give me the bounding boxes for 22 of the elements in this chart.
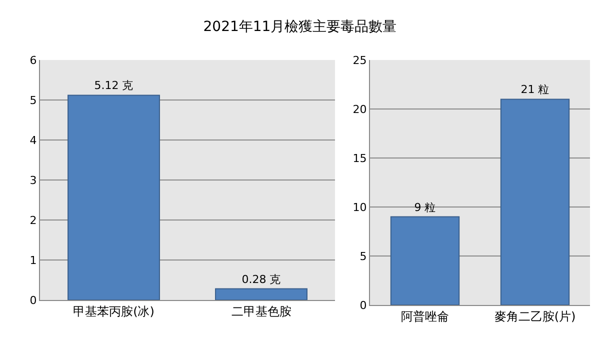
- y-tick-label: 2: [30, 214, 37, 227]
- data-label: 0.28 克: [242, 272, 281, 286]
- y-tick-label: 15: [352, 152, 367, 165]
- y-tick-label: 1: [30, 254, 37, 267]
- y-tick-label: 3: [30, 174, 37, 187]
- y-tick-label: 0: [30, 294, 37, 307]
- y-tick-label: 0: [360, 298, 367, 312]
- x-tick-label: 甲基苯丙胺(冰): [73, 304, 154, 318]
- x-tick-label: 二甲基色胺: [231, 304, 292, 318]
- data-label: 9 粒: [414, 200, 436, 214]
- x-tick-label: 麥角二乙胺(片): [494, 309, 576, 324]
- data-label: 5.12 克: [94, 79, 134, 92]
- y-tick-label: 5: [360, 250, 367, 263]
- x-tick-label: 阿普唑侖: [401, 309, 449, 324]
- y-tick-label: 6: [30, 54, 37, 67]
- y-tick-label: 25: [352, 54, 367, 67]
- chart-title: 2021年11月檢獲主要毒品數量: [202, 18, 398, 36]
- data-label: 21 粒: [520, 83, 550, 96]
- y-tick-label: 4: [30, 134, 37, 147]
- y-tick-label: 5: [30, 94, 37, 107]
- y-tick-label: 10: [352, 200, 367, 214]
- y-tick-label: 20: [352, 102, 367, 116]
